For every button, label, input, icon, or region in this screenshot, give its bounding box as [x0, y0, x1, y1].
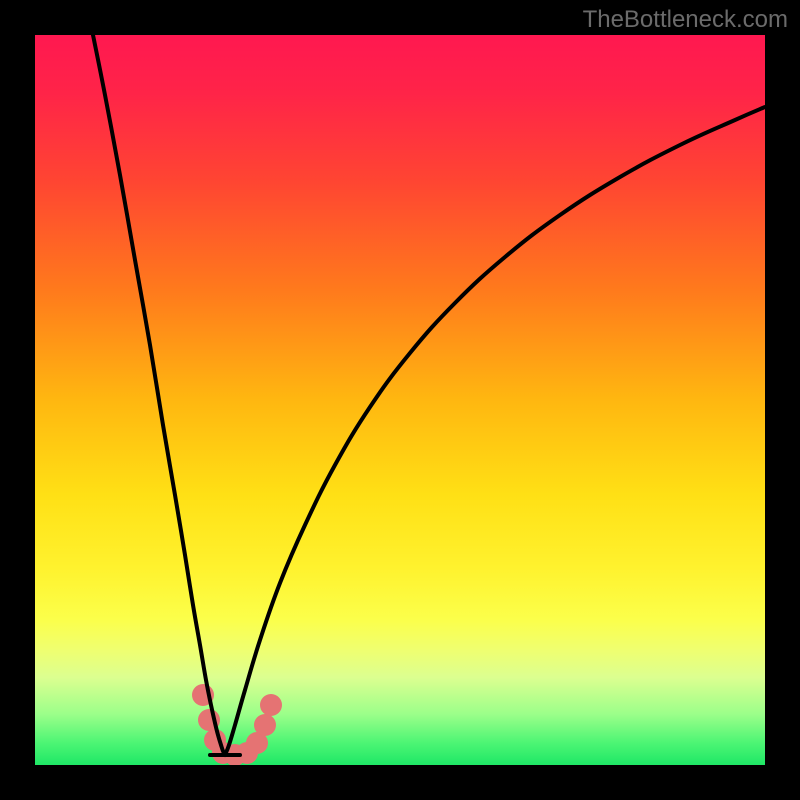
- watermark-label: TheBottleneck.com: [583, 6, 788, 34]
- marker-dot: [254, 714, 276, 736]
- marker-dot: [260, 694, 282, 716]
- bottleneck-curve-chart: [35, 35, 765, 765]
- chart-background: [35, 35, 765, 765]
- chart-plot-area: [35, 35, 765, 765]
